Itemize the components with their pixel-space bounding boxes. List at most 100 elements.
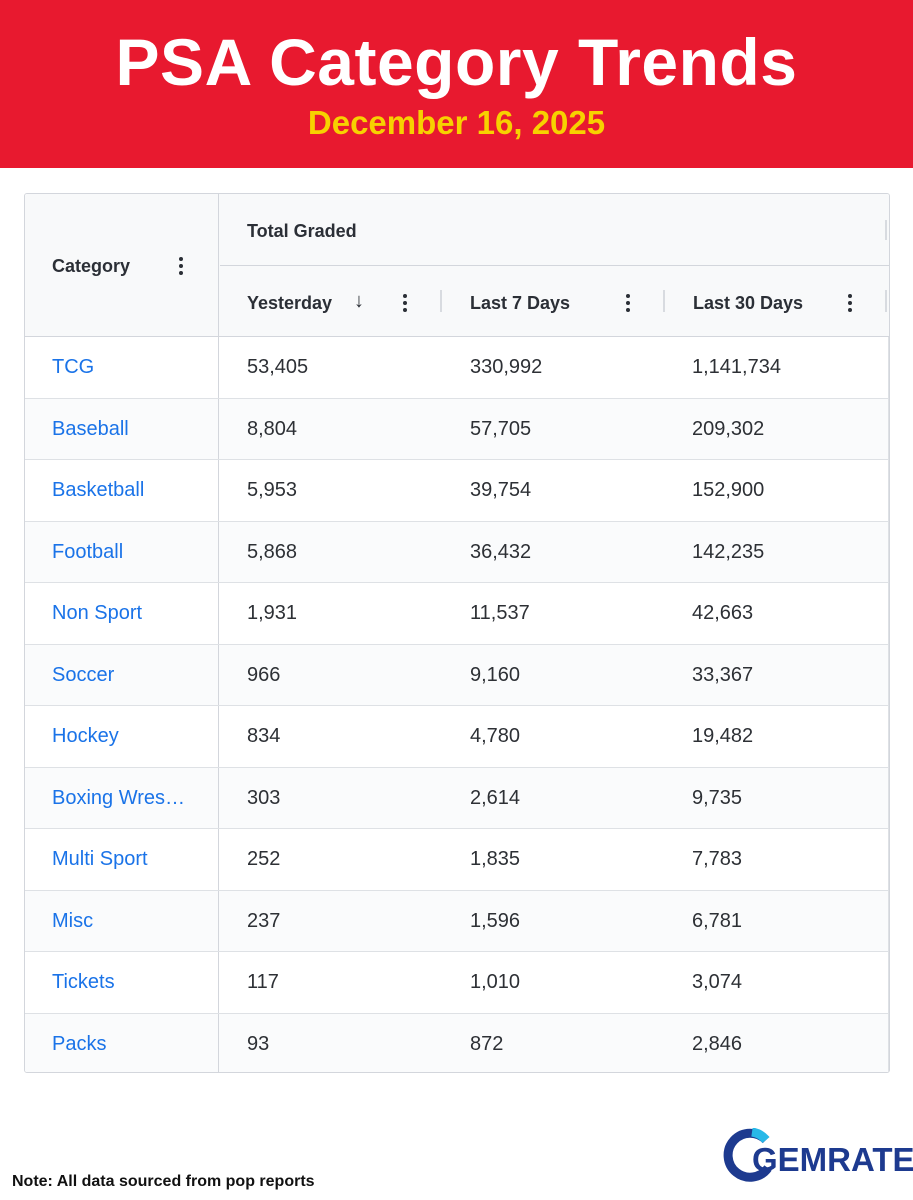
value-cell-last30: 142,235 bbox=[692, 540, 765, 563]
value-cell-last30: 9,735 bbox=[692, 786, 743, 809]
category-cell: Basketball bbox=[25, 460, 219, 521]
footnote: Note: All data sourced from pop reports bbox=[12, 1173, 315, 1190]
category-cell: Packs bbox=[25, 1013, 219, 1072]
value-cell-last30: 2,846 bbox=[692, 1032, 743, 1055]
value-cell-last7: 39,754 bbox=[470, 479, 532, 501]
value-cell-last7: 4,780 bbox=[470, 725, 521, 747]
category-cell: Baseball bbox=[25, 398, 219, 459]
category-link[interactable]: Soccer bbox=[52, 663, 115, 686]
category-cell: Soccer bbox=[25, 644, 219, 705]
value-cell-last30: 33,367 bbox=[692, 663, 754, 686]
row-right-border bbox=[888, 952, 889, 1013]
category-link[interactable]: Hockey bbox=[52, 725, 119, 747]
value-cell-last7: 57,705 bbox=[470, 417, 532, 440]
value-cell-yesterday: 237 bbox=[247, 909, 281, 932]
value-cell-last7: 1,596 bbox=[470, 909, 521, 932]
value-cell-yesterday: 5,868 bbox=[247, 540, 298, 563]
category-link[interactable]: Packs bbox=[52, 1032, 107, 1055]
value-cell-yesterday: 93 bbox=[247, 1032, 270, 1055]
category-cell: Non Sport bbox=[25, 583, 219, 644]
column-header-yesterday-label: Yesterday bbox=[247, 293, 333, 313]
table-row: Soccer 966 9,160 33,367 bbox=[25, 644, 889, 706]
page-title: PSA Category Trends bbox=[115, 25, 798, 99]
table-row: Multi Sport 252 1,835 7,783 bbox=[25, 829, 889, 891]
value-cell-last30: 19,482 bbox=[692, 725, 754, 747]
category-link[interactable]: Basketball bbox=[52, 479, 145, 501]
row-right-border bbox=[888, 460, 889, 521]
value-cell-last30: 209,302 bbox=[692, 417, 765, 440]
category-cell: Multi Sport bbox=[25, 829, 219, 890]
category-link[interactable]: TCG bbox=[52, 356, 95, 378]
column-header-last-7-days[interactable]: Last 7 Days bbox=[443, 267, 666, 336]
header-banner: PSA Category Trends December 16, 2025 bbox=[0, 0, 913, 168]
column-group-label: Total Graded bbox=[247, 221, 357, 241]
column-resize-handle[interactable] bbox=[885, 290, 887, 312]
arrow-down-icon[interactable]: ↓ bbox=[354, 290, 364, 312]
value-cell-yesterday: 834 bbox=[247, 725, 281, 747]
row-right-border bbox=[888, 829, 889, 890]
grid-body: TCG 53,405 330,992 1,141,734 Baseball 8,804 57… bbox=[25, 337, 889, 1072]
column-group-header: Total Graded bbox=[220, 194, 889, 266]
column-menu-icon[interactable] bbox=[402, 294, 408, 314]
category-link[interactable]: Boxing Wres… bbox=[52, 786, 186, 809]
category-cell: Misc bbox=[25, 890, 219, 951]
value-cell-yesterday: 303 bbox=[247, 786, 281, 809]
value-cell-last30: 42,663 bbox=[692, 602, 754, 624]
row-right-border bbox=[888, 583, 889, 644]
gemrate-logo-mark bbox=[723, 1128, 772, 1182]
table-row: Hockey 834 4,780 19,482 bbox=[25, 706, 889, 768]
value-cell-yesterday: 252 bbox=[247, 848, 281, 870]
table-row: Packs 93 872 2,846 bbox=[25, 1013, 889, 1072]
column-header-category[interactable]: Category bbox=[25, 194, 219, 336]
table-row: Basketball 5,953 39,754 152,900 bbox=[25, 460, 889, 522]
column-menu-icon[interactable] bbox=[625, 294, 631, 314]
category-link[interactable]: Football bbox=[52, 540, 124, 563]
column-resize-handle[interactable] bbox=[440, 290, 442, 312]
value-cell-last7: 1,010 bbox=[470, 971, 521, 993]
value-cell-last30: 152,900 bbox=[692, 479, 765, 501]
category-cell: Tickets bbox=[25, 952, 219, 1013]
column-menu-icon[interactable] bbox=[847, 294, 853, 314]
row-right-border bbox=[888, 521, 889, 582]
category-cell: Hockey bbox=[25, 706, 219, 767]
column-header-category-label: Category bbox=[52, 256, 131, 276]
column-header-last-7-days-label: Last 7 Days bbox=[470, 293, 571, 313]
row-right-border bbox=[888, 337, 889, 398]
gemrate-logo-text: GEMRATE bbox=[752, 1141, 913, 1178]
column-menu-icon[interactable] bbox=[178, 257, 184, 277]
column-header-yesterday[interactable]: Yesterday ↓ bbox=[220, 267, 443, 336]
table-row: Tickets 117 1,010 3,074 bbox=[25, 952, 889, 1014]
category-link[interactable]: Multi Sport bbox=[52, 848, 148, 870]
table-row: TCG 53,405 330,992 1,141,734 bbox=[25, 337, 889, 399]
row-right-border bbox=[888, 767, 889, 828]
category-link[interactable]: Misc bbox=[52, 909, 94, 932]
row-right-border bbox=[888, 398, 889, 459]
value-cell-yesterday: 53,405 bbox=[247, 356, 309, 378]
column-header-last-30-days-label: Last 30 Days bbox=[693, 293, 804, 313]
row-right-border bbox=[888, 890, 889, 951]
category-link[interactable]: Tickets bbox=[52, 971, 115, 993]
value-cell-yesterday: 8,804 bbox=[247, 417, 298, 440]
column-header-last-30-days[interactable]: Last 30 Days bbox=[666, 267, 889, 336]
data-grid: Category Total Graded Yesterday ↓ Last 7… bbox=[24, 193, 890, 1073]
value-cell-yesterday: 1,931 bbox=[247, 602, 298, 624]
row-right-border bbox=[888, 706, 889, 767]
value-cell-last30: 7,783 bbox=[692, 848, 743, 870]
category-link[interactable]: Non Sport bbox=[52, 602, 143, 624]
category-link[interactable]: Baseball bbox=[52, 417, 129, 440]
value-cell-last7: 11,537 bbox=[470, 602, 530, 624]
table-row: Misc 237 1,596 6,781 bbox=[25, 890, 889, 952]
value-cell-last30: 3,074 bbox=[692, 971, 743, 993]
row-right-border bbox=[888, 644, 889, 705]
value-cell-last30: 6,781 bbox=[692, 909, 743, 932]
column-resize-handle[interactable] bbox=[663, 290, 665, 312]
category-cell: Boxing Wres… bbox=[25, 767, 219, 828]
table-row: Non Sport 1,931 11,537 42,663 bbox=[25, 583, 889, 645]
value-cell-last7: 36,432 bbox=[470, 540, 532, 563]
table-row: Boxing Wres… 303 2,614 9,735 bbox=[25, 767, 889, 829]
category-cell: Football bbox=[25, 521, 219, 582]
gemrate-logo: GEMRATE bbox=[722, 1128, 913, 1184]
value-cell-yesterday: 966 bbox=[247, 663, 281, 686]
page-date: December 16, 2025 bbox=[307, 104, 606, 141]
table-row: Baseball 8,804 57,705 209,302 bbox=[25, 398, 889, 460]
